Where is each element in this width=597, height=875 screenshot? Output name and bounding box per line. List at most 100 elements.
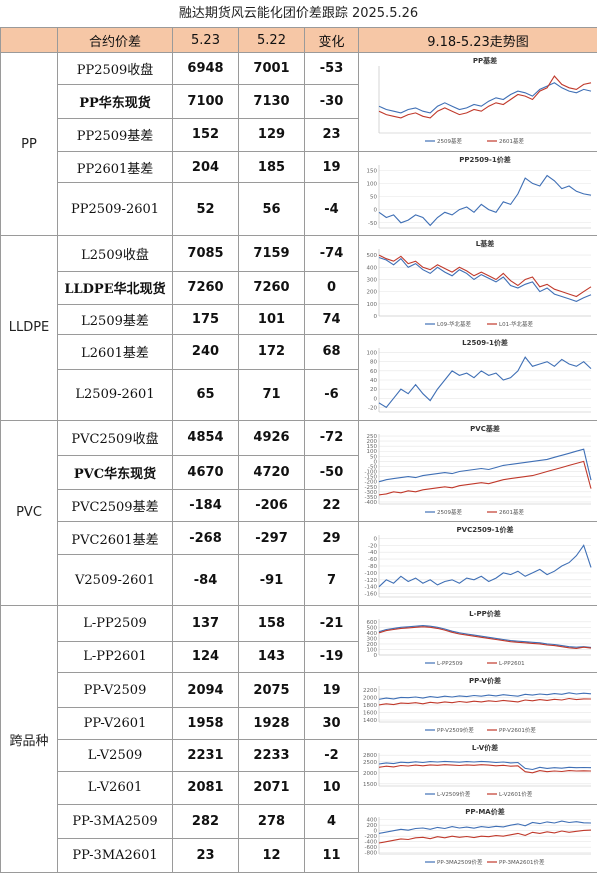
trend-chart: 100 80 60 40 20 0 -20 L2509-1价差 <box>360 336 597 419</box>
contract-cell: L2509-2601 <box>57 368 173 421</box>
trend-chart-cell: 100 80 60 40 20 0 -20 L2509-1价差 <box>358 334 597 421</box>
tick-label: -250 <box>365 484 378 490</box>
value-cell-date-1: 1958 <box>172 706 239 741</box>
series-line <box>378 257 592 303</box>
series-line <box>378 820 592 835</box>
series-line <box>378 829 592 844</box>
header-change: 变化 <box>304 27 359 53</box>
series-line <box>378 624 592 648</box>
chart-title: PVC2509-1价差 <box>457 525 514 534</box>
trend-chart: PP基差 2509基差 2601基差 <box>360 54 597 150</box>
value-cell-date-2: -206 <box>238 488 305 523</box>
tick-label: 2500 <box>363 760 377 766</box>
value-cell-date-2: 2233 <box>238 739 305 772</box>
chart-title: PP2509-1价差 <box>459 155 511 164</box>
series-line <box>378 254 592 298</box>
trend-chart-cell: 500 400 300 200 100 0 L基差 L09-华北基差 L01-华北基差 <box>358 235 597 336</box>
value-cell-date-2: 4926 <box>238 419 305 457</box>
table-row: PP-V2601 1958 1928 30 <box>1 706 597 741</box>
tick-label: -400 <box>365 840 378 846</box>
value-cell-date-1: -268 <box>172 521 239 556</box>
tick-label: 2000 <box>363 695 377 701</box>
legend-label: L-PP2601 <box>499 661 525 667</box>
chart-title: PP-MA价差 <box>465 807 504 816</box>
tick-label: -350 <box>365 494 378 500</box>
legend-label: L09-华北基差 <box>437 320 472 328</box>
change-cell: -2 <box>304 739 359 772</box>
table-row: L-V2601 2081 2071 10 <box>1 770 597 805</box>
tick-label: 50 <box>370 454 377 460</box>
trend-chart-cell: PP基差 2509基差 2601基差 <box>358 52 597 152</box>
tick-label: -800 <box>365 851 378 857</box>
tick-label: 600 <box>367 619 378 625</box>
tick-label: 1500 <box>363 782 377 788</box>
table-row: PP-3MA2601 23 12 11 <box>1 838 597 873</box>
value-cell-date-1: 6948 <box>172 52 239 85</box>
tick-label: 0 <box>374 459 378 465</box>
value-cell-date-2: 7159 <box>238 235 305 272</box>
change-cell: -72 <box>304 419 359 457</box>
contract-cell: PVC华东现货 <box>57 455 173 490</box>
value-cell-date-1: 204 <box>172 150 239 184</box>
tick-label: 50 <box>370 194 377 200</box>
chart-svg: PP基差 2509基差 2601基差 <box>378 56 592 145</box>
chart-title: PP-V价差 <box>469 676 501 685</box>
tick-label: 200 <box>367 290 378 296</box>
value-cell-date-1: 2094 <box>172 672 239 708</box>
change-cell: 19 <box>304 150 359 184</box>
tick-label: -60 <box>368 557 377 563</box>
tick-label: 400 <box>367 630 378 636</box>
header-date-2: 5.22 <box>238 27 305 53</box>
table-body: PP PP2509收盘 6948 7001 -53 PP基差 2509基差 2601基差 PP华… <box>0 51 597 874</box>
change-cell: 10 <box>304 770 359 805</box>
change-cell: -4 <box>304 182 359 237</box>
value-cell-date-2: 7130 <box>238 83 305 120</box>
value-cell-date-1: 282 <box>172 803 239 840</box>
table-row: PP2601基差 204 185 19 150 100 50 0 -50 PP2509-1价差 <box>1 150 597 237</box>
category-cell: PP <box>0 51 58 237</box>
series-line <box>378 174 592 226</box>
change-cell: -19 <box>304 640 359 674</box>
legend-label: PP-3MA2509价差 <box>437 858 483 866</box>
value-cell-date-1: 4854 <box>172 419 239 457</box>
tick-label: 500 <box>367 253 378 259</box>
tick-label: 40 <box>370 378 377 384</box>
table-row: PVC PVC2509收盘 4854 4926 -72 250 200 150 100 50 0 -5… <box>0 419 597 607</box>
value-cell-date-1: 23 <box>172 838 239 873</box>
trend-chart-cell: 2800 2500 2000 1500 L-V价差 L-V2509价差 L-V2601价差 <box>358 739 597 805</box>
value-cell-date-1: 2231 <box>172 739 239 772</box>
series-line <box>378 760 592 771</box>
trend-chart-cell: 250 200 150 100 50 0 -50 -100 -150 -200 -250 -300 -3… <box>358 419 597 523</box>
legend-label: L01-华北基差 <box>499 320 534 328</box>
trend-chart-cell: 0 -20 -40 -60 -80 -100 -120 -140 -160 PVC2509-1价差 <box>358 521 597 606</box>
table-row: L2509-2601 65 71 -6 <box>1 368 597 421</box>
contract-cell: PVC2601基差 <box>57 521 173 556</box>
table-row: PP2509-2601 52 56 -4 <box>1 182 597 237</box>
value-cell-date-1: 124 <box>172 640 239 674</box>
change-cell: -50 <box>304 455 359 490</box>
change-cell: 30 <box>304 706 359 741</box>
legend-label: 2601基差 <box>499 508 524 516</box>
contract-cell: PP2509收盘 <box>57 52 173 85</box>
chart-svg: 0-20-40-60-80-100-120-140-160 PVC2509-1价差 <box>365 525 592 598</box>
table-row: PVC2509基差 -184 -206 22 <box>1 488 597 523</box>
tick-label: 2000 <box>363 771 377 777</box>
tick-label: -50 <box>368 220 377 226</box>
trend-chart: 0 -20 -40 -60 -80 -100 -120 -140 -160 PVC2509-1价差 <box>360 523 597 604</box>
chart-title: L基差 <box>476 239 494 248</box>
chart-svg: 100 80 60 40 20 0 -20 L2509-1价差 <box>367 338 592 413</box>
change-cell: 19 <box>304 672 359 708</box>
change-cell: -6 <box>304 368 359 421</box>
header-trend: 9.18-5.23走势图 <box>358 27 597 53</box>
table-row: PP-3MA2509 282 278 4 400 200 0 -200 -400 -600 -800… <box>1 803 597 874</box>
spread-table: 合约价差 5.23 5.22 变化 9.18-5.23走势图 PP PP2509收… <box>0 27 597 874</box>
tick-label: 400 <box>367 818 378 824</box>
table-row: L2601基差 240 172 68 100 80 60 40 20 0 -20 L2509-1价差 <box>1 334 597 421</box>
legend-label: PP-3MA2601价差 <box>499 858 545 866</box>
contract-cell: PP-V2601 <box>57 706 173 741</box>
table-row: L-V2509 2231 2233 -2 2800 2500 2000 1500 L-V价差 L-… <box>1 739 597 805</box>
change-cell: 22 <box>304 488 359 523</box>
tick-label: 2800 <box>363 753 377 759</box>
contract-cell: L-V2509 <box>57 739 173 772</box>
